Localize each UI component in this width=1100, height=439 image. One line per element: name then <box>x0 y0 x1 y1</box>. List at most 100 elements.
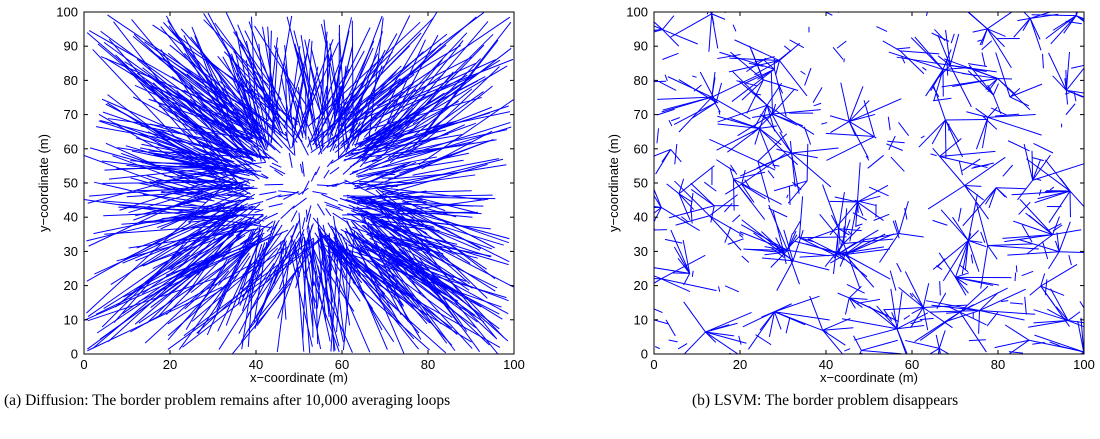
error-segment-176 <box>655 149 672 175</box>
error-segment-722 <box>319 31 328 103</box>
error-segment-295 <box>938 330 946 349</box>
error-segment-64 <box>806 143 809 181</box>
error-segment-438 <box>169 237 264 280</box>
error-segment-667 <box>889 270 897 291</box>
error-segment-231 <box>766 105 783 134</box>
error-segment-228 <box>882 40 901 52</box>
x-tick-label: 80 <box>421 357 435 372</box>
error-segment-100 <box>1013 220 1053 236</box>
error-segment-118 <box>675 215 710 226</box>
error-segment-154 <box>1033 309 1069 322</box>
error-segment-123 <box>776 148 792 154</box>
error-segment-714 <box>217 215 264 241</box>
error-segment-871 <box>197 228 236 276</box>
error-segment-818 <box>324 234 363 284</box>
error-segment-286 <box>1032 159 1041 181</box>
error-segment-879 <box>357 96 482 133</box>
error-segment-144 <box>950 64 987 72</box>
y-tick-label: 0 <box>641 347 648 362</box>
error-segment-609 <box>792 181 802 190</box>
error-segment-705 <box>347 51 424 122</box>
error-segment-730 <box>214 83 252 128</box>
error-segment-51 <box>1069 190 1084 208</box>
error-segment-137 <box>949 65 972 108</box>
error-segment-488 <box>741 183 755 203</box>
error-segment-235 <box>766 104 815 135</box>
error-segment-159 <box>1047 308 1069 321</box>
error-segment-634 <box>727 238 744 245</box>
error-segment-501 <box>366 142 483 190</box>
error-segment-883 <box>237 229 252 239</box>
error-segment-114 <box>344 179 510 263</box>
error-segment-235 <box>239 226 259 251</box>
error-segment-360 <box>673 246 691 274</box>
error-segment-853 <box>364 220 391 247</box>
error-segment-259 <box>117 147 198 161</box>
error-segment-299 <box>829 201 858 236</box>
error-segment-337 <box>840 82 850 122</box>
error-segment-577 <box>690 204 693 224</box>
error-segment-757 <box>383 276 453 329</box>
error-segment-867 <box>359 264 405 307</box>
error-segment-287 <box>1031 150 1034 181</box>
error-segment-760 <box>130 259 260 333</box>
error-segment-596 <box>703 181 717 192</box>
error-segment-63 <box>774 180 808 192</box>
error-segment-646 <box>904 207 908 220</box>
error-segment-423 <box>344 15 383 115</box>
error-segment-737 <box>201 155 254 176</box>
error-segment-533 <box>278 190 300 194</box>
x-tick-label: 0 <box>80 357 87 372</box>
error-segment-158 <box>1068 320 1084 324</box>
error-segment-278 <box>1063 15 1077 34</box>
error-segment-545 <box>832 47 844 60</box>
error-segment-212 <box>764 246 788 251</box>
error-segment-688 <box>1042 241 1049 260</box>
error-segment-258 <box>202 52 243 127</box>
error-segment-664 <box>873 213 890 221</box>
error-segment-733 <box>228 236 271 261</box>
error-segment-544 <box>759 113 769 121</box>
error-segment-658 <box>964 184 970 193</box>
error-segment-430 <box>981 28 988 46</box>
error-segment-9 <box>967 240 980 272</box>
error-segment-817 <box>152 231 223 270</box>
error-segment-483 <box>356 152 469 177</box>
error-segment-573 <box>736 80 758 87</box>
error-segment-403 <box>266 225 273 232</box>
error-segment-610 <box>218 74 251 143</box>
error-segment-316 <box>898 232 924 238</box>
error-segment-51 <box>264 212 278 220</box>
error-segment-289 <box>939 347 950 354</box>
error-segment-383 <box>1040 273 1046 287</box>
error-segment-395 <box>783 252 787 265</box>
error-segment-862 <box>239 220 274 245</box>
error-segment-93 <box>931 119 946 145</box>
error-segment-435 <box>202 239 238 272</box>
error-segment-182 <box>959 311 987 353</box>
error-segment-261 <box>992 94 1002 115</box>
error-segment-298 <box>335 138 345 149</box>
error-segment-48 <box>1037 190 1071 200</box>
plot-area <box>84 12 514 354</box>
error-segment-517 <box>955 277 969 294</box>
error-segment-433 <box>1009 339 1030 354</box>
error-segment-673 <box>387 193 401 196</box>
error-segment-269 <box>376 186 485 201</box>
error-segment-468 <box>843 243 861 289</box>
error-segment-301 <box>856 162 861 203</box>
error-segment-729 <box>389 232 447 276</box>
error-segment-106 <box>774 311 830 321</box>
error-segment-82 <box>996 187 1026 190</box>
error-segment-0 <box>826 136 875 161</box>
error-segment-304 <box>829 200 858 203</box>
error-segment-447 <box>939 138 962 157</box>
error-segment-158 <box>284 131 291 149</box>
error-segment-487 <box>741 169 746 185</box>
error-segment-492 <box>883 306 924 311</box>
error-segment-886 <box>354 161 411 190</box>
error-segment-19 <box>678 96 713 133</box>
error-segment-393 <box>360 199 481 251</box>
error-segment-86 <box>987 245 998 260</box>
error-segment-170 <box>792 260 830 271</box>
